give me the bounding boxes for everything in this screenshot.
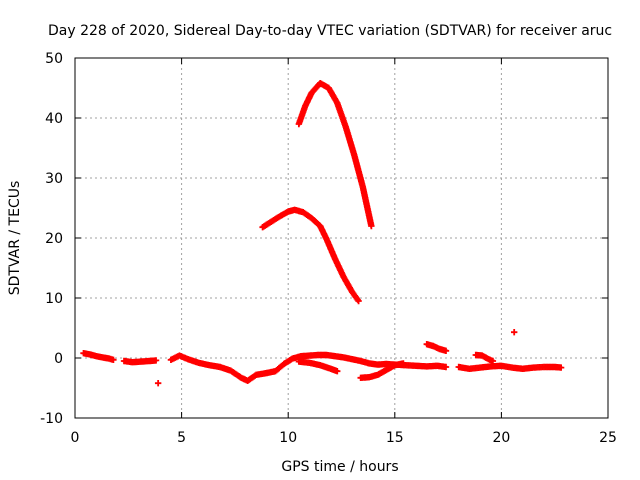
x-tick-label: 5 (177, 430, 186, 446)
y-tick-label: 30 (45, 171, 63, 187)
series-arc-mid (259, 206, 362, 305)
series-arc-low-dip (295, 358, 341, 375)
series-arc-baseline-2 (120, 357, 160, 366)
y-tick-label: -10 (40, 411, 63, 427)
x-tick-label: 25 (599, 430, 617, 446)
x-tick-label: 15 (386, 430, 404, 446)
plot-frame (74, 57, 609, 419)
x-tick-label: 10 (279, 430, 297, 446)
data-point (442, 347, 450, 354)
series-arc-outlier-2 (510, 329, 518, 336)
y-tick-label: 50 (45, 51, 63, 67)
y-tick-label: 10 (45, 291, 63, 307)
data-point (442, 363, 450, 371)
series-arc-small-19 (472, 351, 497, 365)
chart-title: Day 228 of 2020, Sidereal Day-to-day VTE… (48, 23, 612, 39)
series-arc-outlier-1 (154, 380, 162, 387)
series-arc-baseline-4 (455, 362, 565, 372)
data-point (154, 380, 162, 387)
x-tick-label: 0 (71, 430, 80, 446)
data-point (355, 297, 362, 305)
y-tick-label: 0 (54, 351, 63, 367)
data-point (368, 222, 375, 230)
data-point (110, 356, 117, 363)
series-arc-baseline-1 (80, 350, 117, 363)
data-point (510, 329, 518, 336)
data-point (152, 357, 160, 364)
data-point (557, 364, 565, 371)
data-point (400, 360, 407, 367)
data-point (489, 357, 497, 365)
y-axis-title: SDTVAR / TECUs (7, 181, 23, 296)
y-tick-label: 40 (45, 111, 63, 127)
y-tick-label: 20 (45, 231, 63, 247)
series-arc-low-2 (357, 360, 407, 381)
x-tick-label: 20 (492, 430, 510, 446)
data-points (80, 80, 565, 387)
series-arc-high (295, 80, 375, 230)
series-arc-small-16 (423, 341, 450, 354)
series-arc-baseline-3 (167, 351, 450, 384)
x-axis-title: GPS time / hours (281, 459, 398, 475)
data-point (334, 368, 341, 375)
